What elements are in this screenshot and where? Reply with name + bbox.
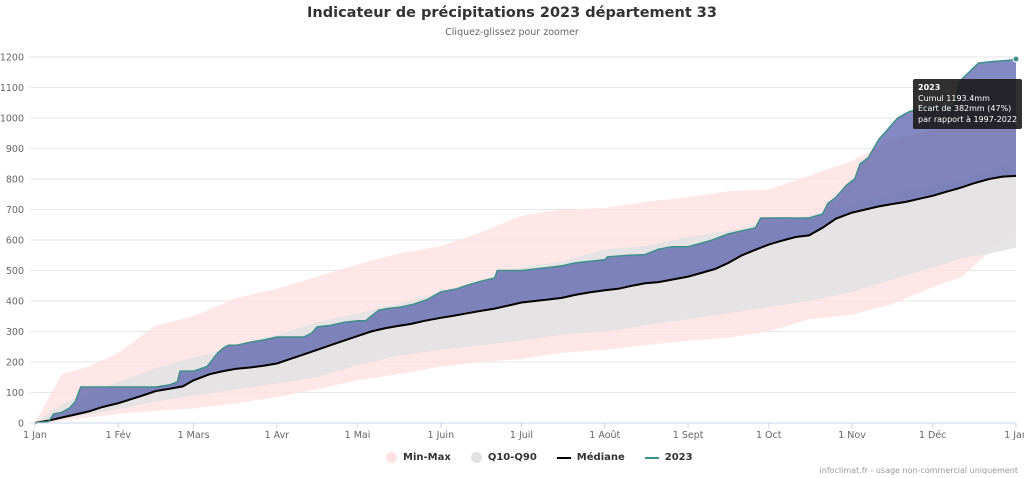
legend-2023-label: 2023	[664, 452, 693, 463]
y-tick-label: 300	[6, 327, 24, 338]
tooltip-title: 2023	[918, 83, 941, 92]
x-tick-label: 1 Nov	[838, 430, 866, 441]
y-tick-label: 400	[6, 297, 24, 308]
y-tick-label: 700	[6, 205, 24, 216]
x-tick-label: 1 Mai	[345, 430, 371, 441]
x-tick-label: 1 Avr	[265, 430, 290, 441]
y-tick-label: 800	[6, 175, 24, 186]
legend-median-symbol	[556, 456, 571, 459]
x-tick-label: 1 Juil	[510, 430, 533, 441]
y-tick-label: 1200	[0, 53, 24, 64]
legend-item-median[interactable]: Médiane	[556, 452, 625, 463]
x-tick-label: 1 Sept	[673, 430, 704, 441]
credits[interactable]: infoclimat.fr - usage non-commercial uni…	[819, 466, 1018, 475]
x-tick-label: 1 Juin	[428, 430, 455, 441]
y-tick-label: 500	[6, 266, 24, 277]
y-tick-label: 0	[18, 419, 24, 430]
x-tick-label: 1 Oct	[756, 430, 782, 441]
x-tick-label: 1 Jan	[1004, 430, 1024, 441]
legend-median-label: Médiane	[576, 452, 625, 463]
x-tick-label: 1 Déc	[919, 430, 946, 441]
legend-minmax-label: Min-Max	[403, 452, 451, 463]
x-tick-label: 1 Fév	[106, 430, 132, 441]
y-tick-label: 1100	[0, 83, 24, 94]
x-tick-label: 1 Jan	[23, 430, 47, 441]
tooltip-ecart: Ecart de 382mm (47%)	[918, 104, 1012, 113]
legend: Min-Max Q10-Q90 Médiane 2023	[386, 452, 713, 463]
legend-2023-symbol	[644, 456, 659, 459]
tooltip-cumul: Cumul 1193.4mm	[918, 93, 990, 103]
legend-q10q90-label: Q10-Q90	[487, 452, 537, 463]
median-line	[34, 174, 1017, 424]
y-tick-label: 200	[6, 358, 24, 369]
x-tick-label: 1 Août	[589, 430, 620, 441]
y-tick-label: 600	[6, 236, 24, 247]
hover-point	[1012, 55, 1020, 63]
year-2023-line	[34, 58, 1017, 424]
tooltip-reference: par rapport à 1997-2022	[918, 114, 1018, 124]
x-tick-label: 1 Mars	[178, 430, 210, 441]
tooltip: 2023 Cumul 1193.4mm Ecart de 382mm (47%)…	[913, 79, 1023, 129]
chart-title: Indicateur de précipitations 2023 départ…	[307, 5, 717, 21]
legend-q10q90-symbol	[470, 452, 482, 463]
legend-minmax-symbol	[386, 452, 397, 463]
legend-item-q10q90[interactable]: Q10-Q90	[470, 452, 537, 463]
y-tick-label: 900	[6, 144, 24, 155]
chart-subtitle: Cliquez-glissez pour zoomer	[445, 27, 579, 38]
y-tick-label: 100	[6, 388, 24, 399]
legend-item-minmax[interactable]: Min-Max	[386, 452, 451, 463]
legend-item-2023[interactable]: 2023	[644, 452, 693, 463]
y-tick-label: 1000	[0, 114, 24, 125]
